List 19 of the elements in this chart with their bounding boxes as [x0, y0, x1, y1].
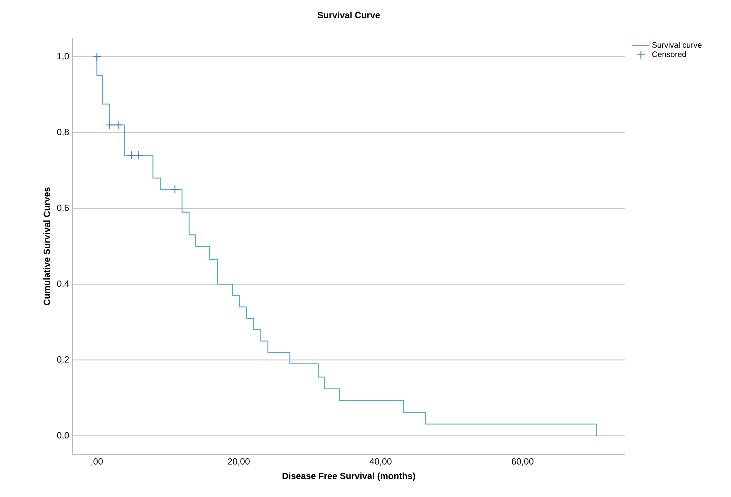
chart-title: Survival Curve — [318, 12, 380, 19]
x-axis-title: Disease Free Survival (months) — [282, 472, 416, 482]
y-tick-label: 0,8 — [57, 129, 70, 136]
y-tick-label: 0,0 — [57, 432, 70, 440]
y-tick-label: 0,4 — [57, 280, 70, 288]
x-tick-label: 20,00 — [228, 458, 250, 466]
point — [114, 120, 123, 130]
y-tick-label: 0,6 — [57, 204, 70, 212]
point — [127, 151, 136, 160]
y-axis-title: Cumulative Survival Curves — [44, 188, 50, 306]
y-tick-label: 0,2 — [57, 356, 70, 364]
x-tick-label: ,00 — [92, 458, 104, 466]
y-tick-label: 1,0 — [58, 53, 70, 61]
x-tick-label: 40,00 — [370, 458, 392, 466]
point — [170, 185, 180, 194]
point — [105, 120, 114, 130]
x-tick-label: 60,00 — [512, 458, 534, 466]
point — [134, 151, 144, 160]
point — [92, 52, 102, 62]
